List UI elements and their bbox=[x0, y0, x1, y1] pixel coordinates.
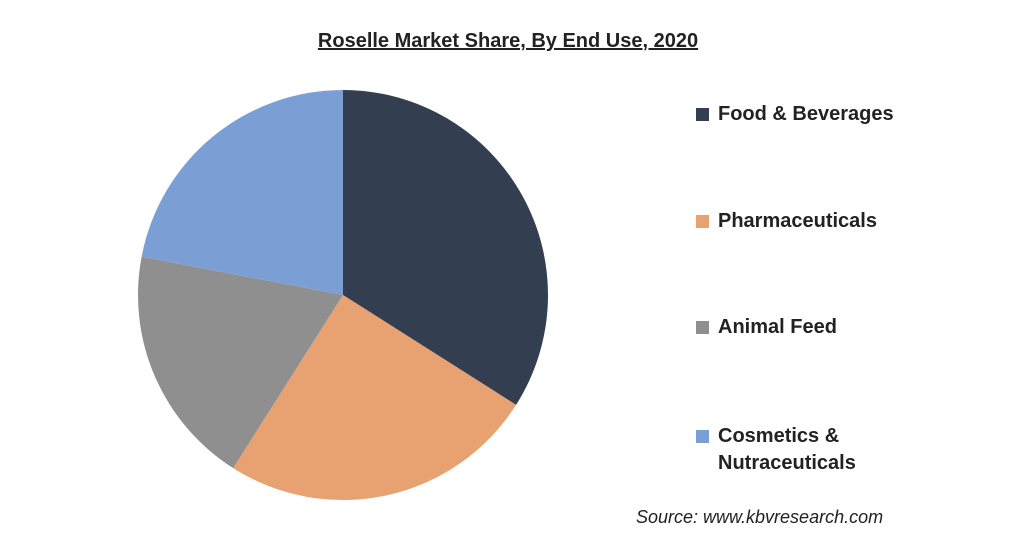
legend-label: Cosmetics & Nutraceuticals bbox=[718, 425, 856, 474]
legend-swatch bbox=[696, 321, 709, 334]
legend-item: Cosmetics & Nutraceuticals bbox=[696, 423, 926, 477]
legend-item: Pharmaceuticals bbox=[696, 208, 926, 235]
legend-swatch bbox=[696, 215, 709, 228]
source-note: Source: www.kbvresearch.com bbox=[636, 507, 884, 527]
legend-swatch bbox=[696, 108, 709, 121]
legend-label: Food & Beverages bbox=[718, 103, 894, 125]
legend-label: Animal Feed bbox=[718, 316, 837, 338]
legend-swatch bbox=[696, 430, 709, 443]
pie-slice bbox=[233, 295, 517, 500]
pie-slice bbox=[138, 256, 343, 469]
legend-label: Pharmaceuticals bbox=[718, 210, 877, 232]
legend-item: Animal Feed bbox=[696, 314, 926, 341]
legend-item: Food & Beverages bbox=[696, 101, 926, 128]
pie-slice bbox=[141, 89, 343, 295]
chart-title: Roselle Market Share, By End Use, 2020 bbox=[317, 30, 699, 52]
pie-slice bbox=[343, 90, 548, 405]
